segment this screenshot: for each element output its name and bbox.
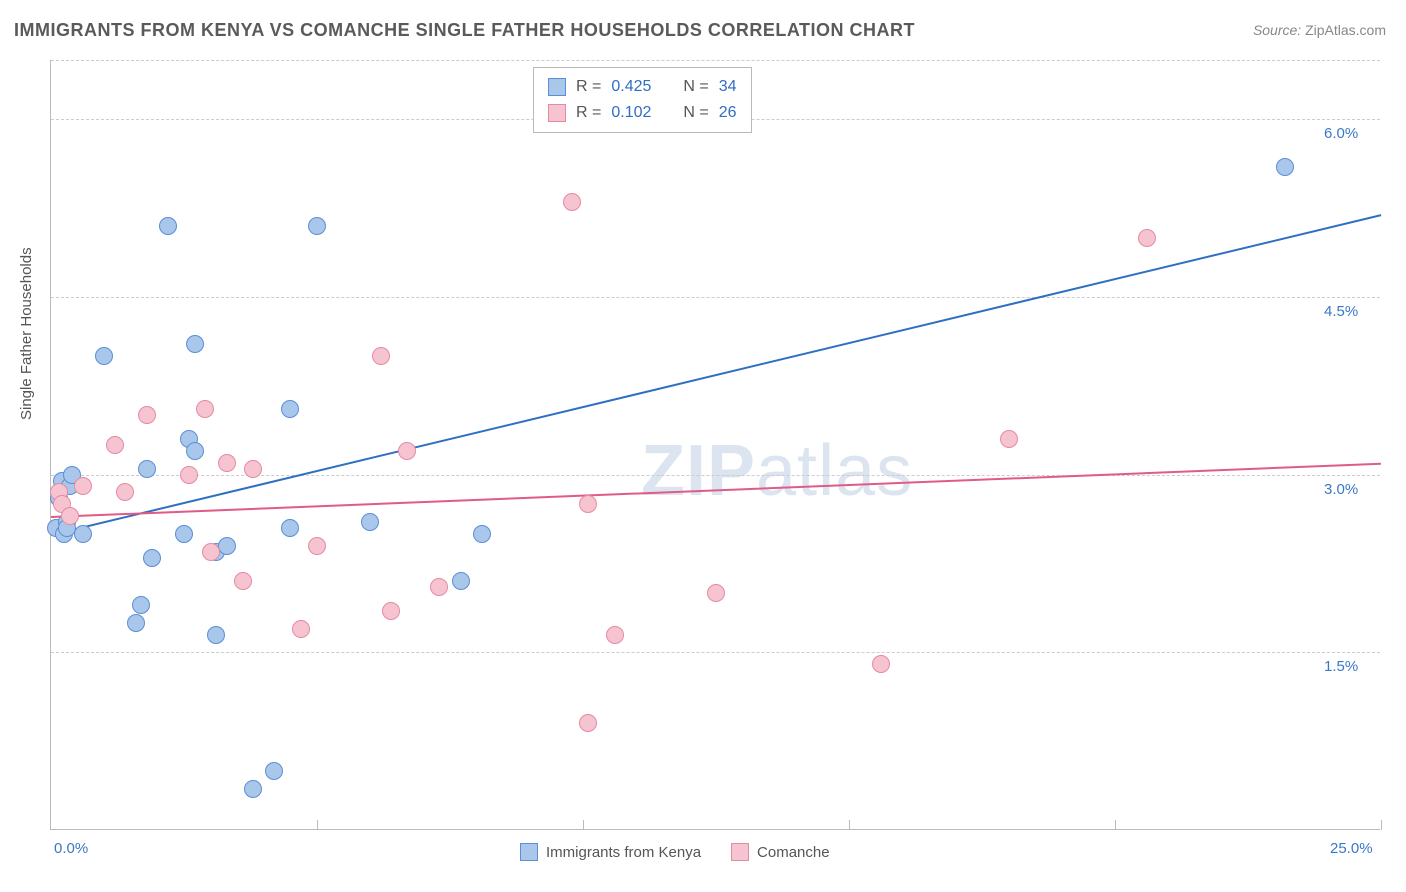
scatter-point: [138, 460, 156, 478]
scatter-point: [143, 549, 161, 567]
scatter-point: [707, 584, 725, 602]
scatter-point: [292, 620, 310, 638]
x-tick: [849, 820, 850, 830]
watermark: ZIPatlas: [641, 430, 913, 512]
scatter-point: [281, 519, 299, 537]
stat-r-label: R =: [576, 78, 601, 96]
legend-swatch: [548, 104, 566, 122]
scatter-point: [579, 495, 597, 513]
legend-item: Immigrants from Kenya: [520, 843, 701, 861]
scatter-point: [196, 400, 214, 418]
y-tick-label: 6.0%: [1324, 125, 1358, 142]
y-axis-label: Single Father Households: [18, 247, 35, 420]
x-tick: [583, 820, 584, 830]
scatter-point: [202, 543, 220, 561]
scatter-point: [175, 525, 193, 543]
stat-n-label: N =: [683, 78, 708, 96]
stat-n-label: N =: [683, 104, 708, 122]
scatter-point: [430, 578, 448, 596]
gridline-h: [51, 60, 1380, 61]
gridline-h: [51, 652, 1380, 653]
scatter-point: [361, 513, 379, 531]
scatter-point: [606, 626, 624, 644]
y-tick-label: 4.5%: [1324, 303, 1358, 320]
scatter-point: [207, 626, 225, 644]
y-tick-label: 1.5%: [1324, 658, 1358, 675]
scatter-point: [265, 762, 283, 780]
scatter-point: [452, 572, 470, 590]
legend-label: Comanche: [757, 844, 830, 861]
source-label: Source:: [1253, 22, 1301, 38]
scatter-point: [398, 442, 416, 460]
watermark-thin: atlas: [756, 431, 913, 511]
scatter-point: [872, 655, 890, 673]
scatter-point: [138, 406, 156, 424]
scatter-point: [74, 525, 92, 543]
scatter-point: [234, 572, 252, 590]
scatter-point: [308, 537, 326, 555]
scatter-point: [473, 525, 491, 543]
source-name: ZipAtlas.com: [1305, 22, 1386, 38]
legend-swatch: [548, 78, 566, 96]
legend-item: Comanche: [731, 843, 830, 861]
scatter-plot-area: ZIPatlas: [50, 60, 1380, 830]
stat-r-label: R =: [576, 104, 601, 122]
source-attribution: Source: ZipAtlas.com: [1253, 22, 1386, 38]
legend-swatch: [520, 843, 538, 861]
scatter-point: [106, 436, 124, 454]
x-tick: [317, 820, 318, 830]
scatter-point: [563, 193, 581, 211]
scatter-point: [132, 596, 150, 614]
scatter-point: [579, 714, 597, 732]
scatter-point: [244, 460, 262, 478]
scatter-point: [281, 400, 299, 418]
scatter-point: [159, 217, 177, 235]
scatter-point: [218, 454, 236, 472]
stats-legend-box: R = 0.425 N = 34 R = 0.102 N = 26: [533, 67, 752, 133]
legend-label: Immigrants from Kenya: [546, 844, 701, 861]
scatter-point: [180, 466, 198, 484]
x-tick: [1381, 820, 1382, 830]
scatter-point: [1000, 430, 1018, 448]
y-tick-label: 3.0%: [1324, 481, 1358, 498]
series-legend: Immigrants from Kenya Comanche: [520, 843, 830, 861]
scatter-point: [382, 602, 400, 620]
scatter-point: [308, 217, 326, 235]
stat-n-value: 26: [719, 104, 737, 122]
stat-n-value: 34: [719, 78, 737, 96]
scatter-point: [95, 347, 113, 365]
chart-title: IMMIGRANTS FROM KENYA VS COMANCHE SINGLE…: [14, 20, 915, 41]
scatter-point: [372, 347, 390, 365]
regression-line: [51, 214, 1381, 536]
x-tick-label: 0.0%: [54, 840, 88, 857]
scatter-point: [186, 335, 204, 353]
scatter-point: [244, 780, 262, 798]
stats-row: R = 0.102 N = 26: [548, 100, 737, 126]
stats-row: R = 0.425 N = 34: [548, 74, 737, 100]
scatter-point: [218, 537, 236, 555]
scatter-point: [186, 442, 204, 460]
scatter-point: [61, 507, 79, 525]
scatter-point: [74, 477, 92, 495]
x-tick: [1115, 820, 1116, 830]
scatter-point: [1138, 229, 1156, 247]
scatter-point: [127, 614, 145, 632]
scatter-point: [116, 483, 134, 501]
x-tick-label: 25.0%: [1330, 840, 1373, 857]
watermark-bold: ZIP: [641, 431, 756, 511]
gridline-h: [51, 297, 1380, 298]
scatter-point: [1276, 158, 1294, 176]
stat-r-value: 0.425: [611, 78, 651, 96]
stat-r-value: 0.102: [611, 104, 651, 122]
legend-swatch: [731, 843, 749, 861]
